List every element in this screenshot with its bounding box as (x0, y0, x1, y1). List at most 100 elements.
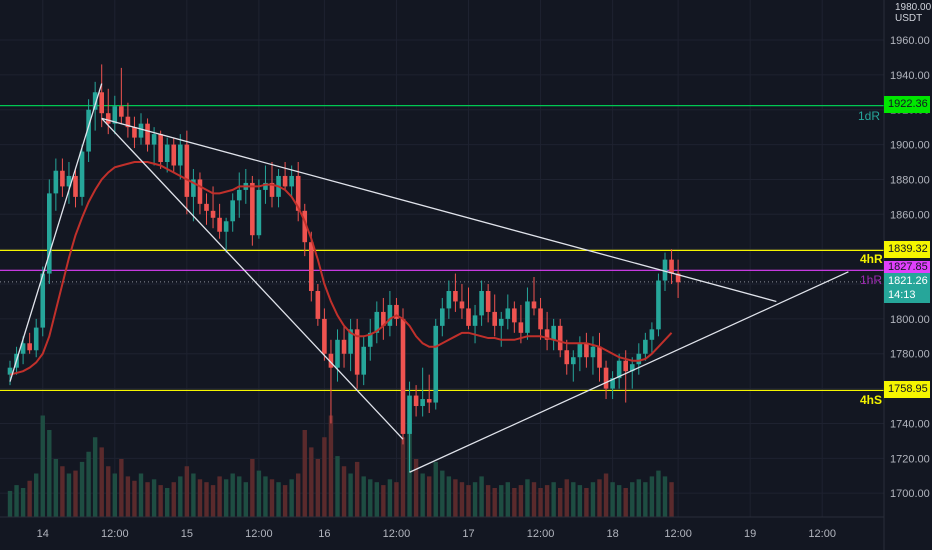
candle-down (394, 304, 399, 319)
volume-bar (479, 476, 484, 517)
volume-bar (165, 488, 170, 517)
candle-up (361, 346, 366, 375)
volume-bar (151, 479, 157, 517)
candle-down (197, 179, 203, 204)
volume-bar (335, 456, 340, 517)
volume-bar (610, 482, 615, 517)
volume-bar (27, 480, 32, 517)
volume-bar (440, 470, 445, 517)
volume-bar (531, 482, 537, 517)
time-axis[interactable]: 14 12:00 15 12:00 16 12:00 17 12:00 18 12:00 19 12:… (37, 528, 836, 540)
price-tick-label: 1880.00 (890, 174, 930, 186)
volume-bar (485, 485, 491, 517)
candle-down (250, 182, 255, 236)
volume-bar (662, 476, 668, 517)
volume-bar (518, 485, 524, 517)
volume-bar (86, 451, 91, 517)
candle-down (453, 290, 458, 302)
volume-bar (577, 485, 583, 517)
candle-down (217, 217, 222, 232)
volume-bar (282, 485, 288, 517)
currency-label: 1980.00 USDT (895, 2, 931, 24)
candle-down (512, 308, 517, 323)
candle-up (420, 399, 425, 407)
candle-down (73, 175, 78, 197)
candle-up (590, 346, 596, 358)
candle-down (557, 325, 563, 351)
time-tick-label: 16 (318, 528, 330, 540)
current-price-tag: 1821.26 14:13 (884, 273, 930, 303)
volume-bar (492, 488, 497, 517)
volume-bar (112, 473, 117, 517)
candle-up (289, 175, 294, 187)
volume-bar (138, 473, 144, 517)
volume-bar (623, 488, 628, 517)
price-tag-4hS: 1758.95 (884, 381, 930, 398)
volume-bar (590, 482, 596, 517)
volume-bar (571, 482, 576, 517)
candle-down (623, 360, 628, 372)
candle-up (236, 189, 242, 201)
volume-bar (603, 473, 609, 517)
candle-up (636, 353, 642, 365)
volume-bar (223, 479, 229, 517)
moving-average-line (9, 161, 673, 376)
candle-up (33, 327, 39, 351)
candle-up (374, 311, 380, 333)
volume-bar (40, 415, 45, 517)
volume-bar (616, 485, 622, 517)
volume-bar (171, 482, 176, 517)
volume-bar (66, 473, 72, 517)
candle-up (571, 357, 576, 365)
trendlines[interactable] (9, 83, 849, 473)
candle-down (603, 367, 609, 389)
candle-down (413, 395, 419, 407)
candle-up (263, 182, 268, 190)
candle-down (171, 144, 177, 166)
volume-bar (381, 485, 386, 517)
volume-bar (322, 437, 327, 517)
volume-bar (125, 476, 131, 517)
candle-down (354, 329, 360, 375)
volume-bar (400, 437, 406, 517)
volume-bar (512, 488, 517, 517)
volume-bar (341, 466, 347, 517)
time-tick-label: 15 (181, 528, 193, 540)
volume-bar (132, 480, 137, 517)
candle-down (538, 308, 543, 330)
candle-up (40, 273, 46, 328)
volume-bar (191, 473, 196, 517)
volume-bar (276, 482, 281, 517)
volume-bar (354, 461, 360, 517)
candle-up (472, 315, 478, 326)
level-label-4hS: 4hS (860, 393, 883, 407)
volume-bar (459, 482, 465, 517)
volume-bar (230, 473, 235, 517)
time-tick-label: 12:00 (101, 528, 129, 540)
volume-bar (14, 485, 19, 517)
candle-up (53, 170, 59, 194)
volume-bar (34, 473, 39, 517)
candle-up (440, 308, 445, 326)
time-tick-label: 12:00 (664, 528, 692, 540)
volume-bar (466, 485, 471, 517)
candle-up (164, 144, 170, 163)
volume-bar (348, 473, 353, 517)
candle-up (662, 259, 668, 281)
volume-bar (558, 488, 563, 517)
candle-down (210, 210, 216, 218)
candle-down (309, 242, 314, 291)
volume-bar (250, 459, 255, 517)
candle-up (643, 339, 648, 354)
candle-down (459, 301, 465, 309)
volume-bar (374, 482, 379, 517)
volume-bar (99, 447, 104, 517)
candle-down (485, 290, 491, 312)
candle-up (191, 179, 196, 197)
candle-down (341, 339, 347, 354)
volume-bar (630, 482, 635, 517)
volume-bar (184, 466, 190, 517)
candle-up (656, 280, 661, 330)
